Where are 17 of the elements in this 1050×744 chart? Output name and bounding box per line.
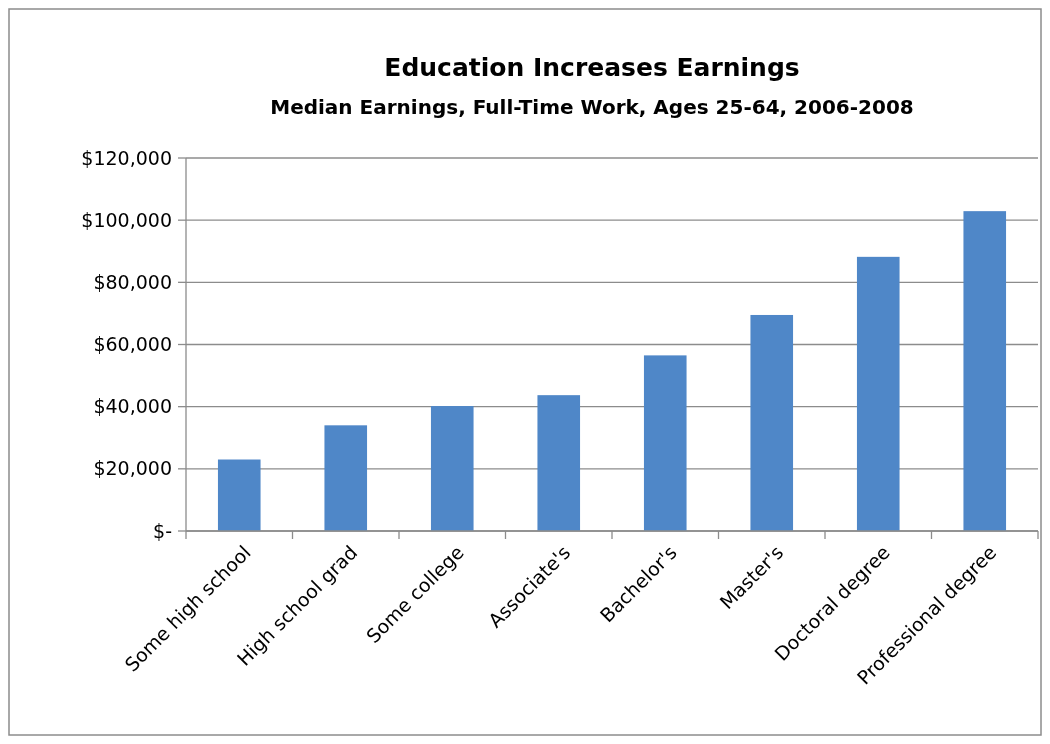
y-tick-label: $20,000 — [93, 457, 172, 480]
bar — [643, 355, 687, 531]
y-tick-label: $80,000 — [93, 270, 172, 293]
y-tick-label: $100,000 — [81, 208, 172, 231]
bar — [537, 395, 581, 531]
bar — [324, 425, 368, 531]
bar — [750, 314, 794, 531]
bar — [217, 459, 261, 531]
chart-subtitle: Median Earnings, Full-Time Work, Ages 25-64, 2006-2008 — [270, 95, 914, 119]
bar — [856, 256, 900, 531]
y-tick-label: $60,000 — [93, 333, 172, 356]
chart-title: Education Increases Earnings — [384, 53, 800, 82]
y-tick-label: $- — [153, 519, 172, 542]
y-tick-label: $40,000 — [93, 395, 172, 418]
bar — [430, 406, 474, 531]
bar — [963, 211, 1007, 531]
y-tick-label: $120,000 — [81, 146, 172, 169]
